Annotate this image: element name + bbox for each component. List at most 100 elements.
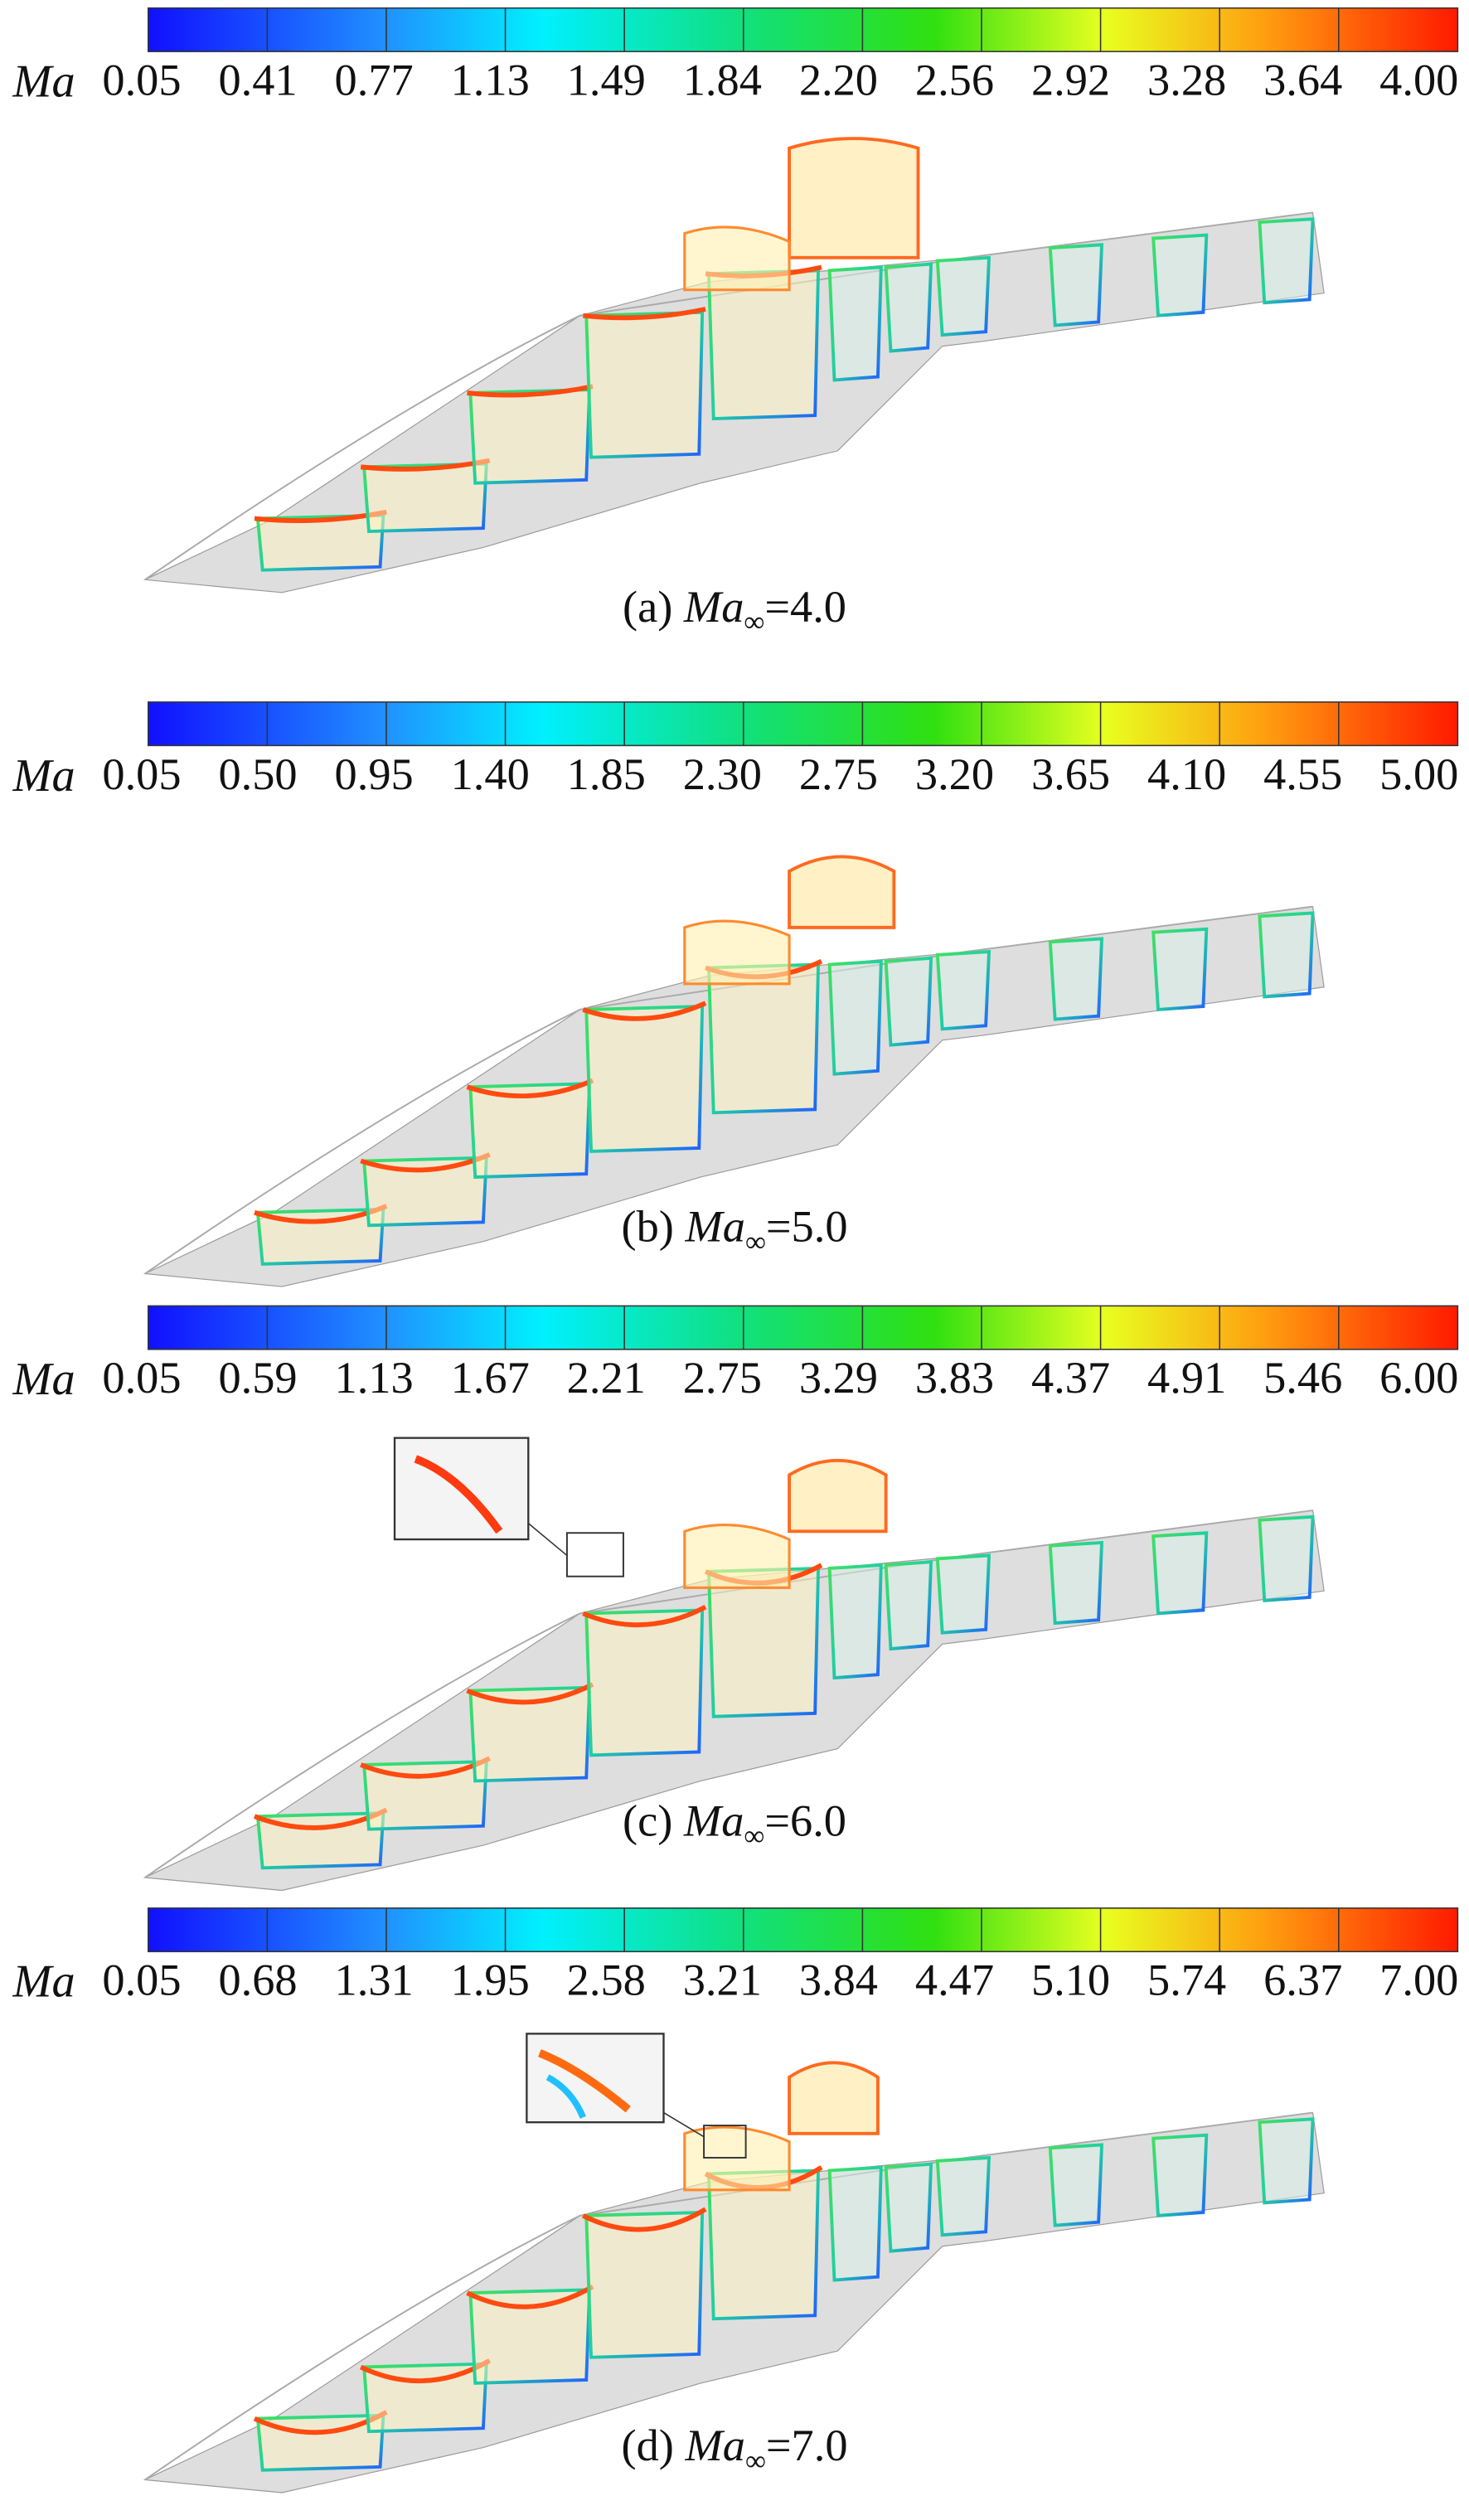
cross-section	[584, 2210, 705, 2359]
zoom-shock	[414, 1455, 503, 1534]
colorbar-tick-label: 2.56	[915, 56, 994, 105]
caption-suffix: =4.0	[764, 582, 846, 632]
colorbar-tick-label: 2.58	[567, 1955, 646, 2005]
zoom-shock	[538, 2049, 631, 2113]
caption-subscript: ∞	[745, 1225, 766, 1258]
colorbar-label: Ma	[12, 750, 75, 802]
colorbar	[147, 701, 1459, 747]
colorbar-tick-label: 3.29	[799, 1353, 878, 1403]
inlet-top	[144, 211, 1313, 581]
cross-section	[1151, 927, 1209, 1012]
caption-suffix: =7.0	[766, 2421, 848, 2470]
cross-section	[935, 255, 991, 337]
shock-line	[466, 2284, 594, 2309]
colorbar-tick-label: 0.68	[218, 1955, 297, 2005]
shock-line	[582, 1605, 707, 1628]
caption-suffix: =6.0	[764, 1796, 846, 1845]
colorbar-tick-label: 3.20	[915, 749, 994, 799]
colorbar-tick-label: 0.50	[218, 749, 297, 799]
cross-section	[884, 1560, 933, 1651]
cross-section	[935, 1553, 991, 1635]
colorbar-tick-label: 4.37	[1031, 1353, 1110, 1403]
cross-section	[362, 462, 488, 534]
caption-subscript: ∞	[744, 1820, 764, 1852]
zoom-leader	[527, 1523, 568, 1557]
colorbar-tick-label: 5.10	[1031, 1955, 1110, 2005]
panel: Ma 0.05 0.59 1.13 1.67 2.21 2.75 3.29 3.83 4.37 4.…	[12, 1305, 1459, 1892]
shock-line	[466, 1078, 594, 1098]
shock-line	[582, 2207, 707, 2232]
colorbar-tick-label: 4.47	[915, 1955, 994, 2005]
cross-section	[935, 949, 991, 1031]
zoom-region	[703, 2125, 747, 2159]
side-contours	[683, 225, 791, 292]
colorbar-tick-label: 5.00	[1379, 749, 1458, 799]
zoom-region	[565, 1532, 624, 1577]
colorbar	[147, 1305, 1459, 1350]
cross-section	[827, 2165, 883, 2282]
caption: (d) Ma∞=7.0	[621, 2421, 847, 2477]
caption: (a) Ma∞=4.0	[623, 582, 846, 638]
caption-symbol: Ma	[684, 2421, 744, 2470]
colorbar-tick-label: 0.41	[218, 56, 297, 105]
shock-line	[466, 1682, 594, 1705]
panel: Ma 0.05 0.50 0.95 1.40 1.85 2.30 2.75 3.20 3.65 4.…	[12, 701, 1459, 1287]
cross-section	[1151, 2133, 1209, 2217]
cross-section	[584, 310, 705, 459]
cross-section	[468, 2288, 592, 2385]
caption-subscript: ∞	[744, 605, 764, 637]
colorbar-tick-label: 5.46	[1263, 1353, 1342, 1403]
cross-section	[584, 1005, 705, 1153]
colorbar-tick-label: 3.64	[1263, 56, 1342, 105]
panel: Ma 0.05 0.68 1.31 1.95 2.58 3.21 3.84 4.47 5.10 5.…	[12, 1907, 1458, 2493]
colorbar-tick-label: 1.95	[451, 1955, 530, 2005]
cross-section	[362, 1760, 488, 1831]
caption-symbol: Ma	[683, 1796, 744, 1845]
side-contours	[683, 1523, 791, 1589]
colorbar-tick-label: 1.13	[451, 56, 530, 105]
inlet-top	[144, 2111, 1313, 2481]
colorbar-tick-label: 1.67	[451, 1353, 530, 1403]
caption-prefix: (a)	[623, 582, 672, 632]
caption-prefix: (d)	[621, 2421, 673, 2470]
colorbar-tick-label: 1.40	[451, 749, 530, 799]
cowl-contours	[788, 855, 896, 929]
colorbar-tick-label: 0.05	[102, 749, 181, 799]
cross-section	[935, 2155, 991, 2237]
cross-section	[827, 959, 883, 1076]
colorbar-tick-label: 6.00	[1379, 1353, 1458, 1403]
colorbar-tick-label: 0.05	[102, 56, 181, 105]
cross-section	[584, 1608, 705, 1757]
cross-section	[706, 1566, 821, 1718]
colorbar-tick-label: 1.49	[567, 56, 646, 105]
cross-section	[255, 1207, 385, 1266]
zoom-leader	[663, 2111, 705, 2138]
caption-symbol: Ma	[684, 1202, 744, 1252]
colorbar-tick-label: 4.91	[1147, 1353, 1226, 1403]
colorbar-tick-label: 5.74	[1147, 1955, 1226, 2005]
cowl-contours	[788, 137, 920, 259]
colorbar-tick-label: 2.21	[567, 1353, 646, 1403]
cross-section	[1258, 217, 1315, 305]
colorbar-label: Ma	[12, 1956, 75, 2008]
zoom-shock-2	[545, 2074, 586, 2119]
cross-section	[1048, 243, 1104, 327]
caption: (b) Ma∞=5.0	[621, 1202, 847, 1258]
cross-section	[827, 265, 883, 382]
colorbar-tick-label: 0.05	[102, 1353, 181, 1403]
caption-suffix: =5.0	[766, 1202, 848, 1252]
colorbar-label: Ma	[12, 1354, 75, 1405]
cowl-contours	[788, 1458, 888, 1534]
colorbar-tick-label: 3.21	[683, 1955, 762, 2005]
colorbar-tick-label: 1.85	[567, 749, 646, 799]
colorbar-tick-label: 3.65	[1031, 749, 1110, 799]
cross-section	[706, 269, 821, 421]
colorbar	[147, 7, 1459, 52]
inlet-top	[144, 1510, 1313, 1878]
cross-section	[1048, 2143, 1104, 2227]
shock-line	[582, 1001, 707, 1021]
cross-section	[1151, 1531, 1209, 1616]
colorbar-tick-label: 1.13	[335, 1353, 414, 1403]
panel: Ma 0.05 0.41 0.77 1.13 1.49 1.84 2.20 2.56 2.92 3.…	[12, 7, 1459, 638]
colorbar-tick-label: 0.95	[335, 749, 414, 799]
